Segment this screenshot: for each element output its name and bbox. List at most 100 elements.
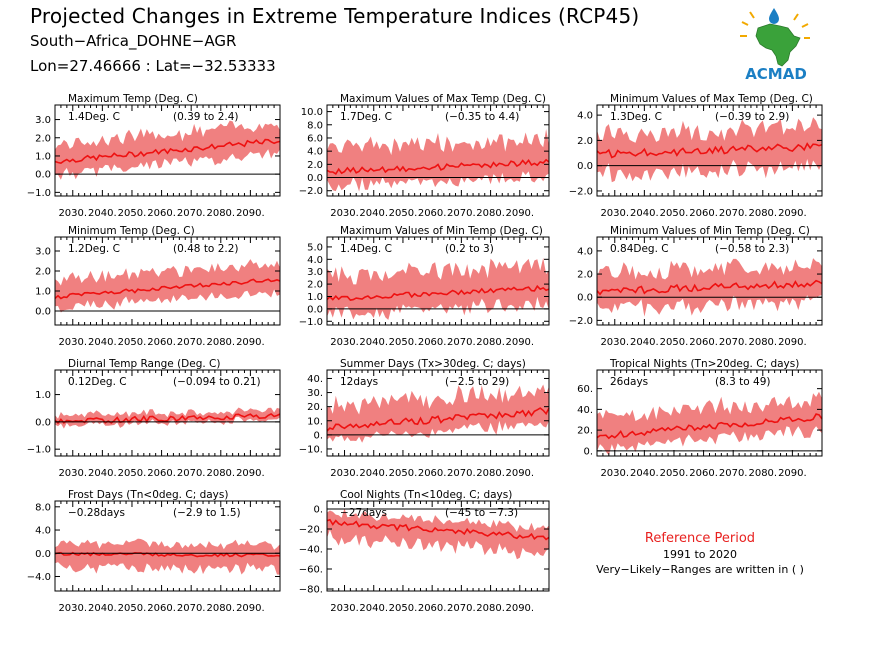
x-tick-label: 2050. [660, 208, 689, 219]
y-tick-label: 4.0 [577, 246, 593, 257]
panel-title: Maximum Values of Min Temp (Deg. C) [340, 225, 543, 237]
y-tick-label: 4.0 [307, 255, 323, 266]
y-tick-label: 30. [307, 388, 323, 399]
sun-rays-icon [740, 11, 810, 39]
x-tick-label: 2060. [147, 337, 176, 348]
likely-range-band [55, 259, 280, 313]
africa-map-logo: ACMAD [740, 8, 810, 82]
chart-panel-1: −1.0 0.0 1.0 2.0 3.0 2030. 2040. 2050. 2060. 2070… [27, 93, 281, 219]
x-tick-label: 2080. [476, 468, 505, 479]
x-tick-label: 2060. [689, 337, 718, 348]
x-tick-label: 2090. [778, 468, 807, 479]
y-tick-label: 3.0 [307, 267, 323, 278]
x-tick-label: 2050. [389, 603, 418, 614]
panel-title: Frost Days (Tn<0deg. C; days) [68, 489, 228, 501]
x-tick-label: 2090. [236, 337, 265, 348]
y-tick-label: 0.0 [577, 161, 593, 172]
x-tick-label: 2090. [778, 208, 807, 219]
y-tick-label: −2.0 [299, 186, 323, 197]
mean-change-line [596, 279, 823, 296]
chart-panel-8: −10.0.10.20.30.40.2030. 2040. 2050. 2060. 20… [299, 358, 550, 479]
y-tick-label: 1.0 [307, 292, 323, 303]
likely-range-label: (0.2 to 3) [445, 243, 494, 255]
y-tick-label: 6.0 [307, 133, 323, 144]
x-tick-label: 2090. [505, 603, 534, 614]
y-tick-label: −60. [299, 565, 323, 576]
x-tick-label: 2090. [778, 337, 807, 348]
panel-title: Diurnal Temp Range (Deg. C) [68, 358, 220, 370]
y-tick-label: 0. [313, 505, 323, 516]
chart-panel-7: −1.0 0.0 1.0 2030. 2040. 2050. 2060. 2070. 2080.… [27, 358, 281, 479]
x-tick-label: 2060. [418, 337, 447, 348]
y-tick-label: 4.0 [307, 147, 323, 158]
y-tick-label: 2.0 [577, 270, 593, 281]
y-tick-label: 2.0 [307, 160, 323, 171]
x-tick-label: 2040. [630, 337, 659, 348]
x-tick-label: 2030. [330, 337, 359, 348]
likely-range-band [597, 391, 822, 456]
x-tick-label: 2040. [630, 468, 659, 479]
y-tick-label: 4.0 [35, 526, 51, 537]
range-note: Very−Likely−Ranges are written in ( ) [596, 563, 804, 576]
x-tick-label: 2080. [476, 337, 505, 348]
x-tick-label: 2070. [447, 603, 476, 614]
chart-panel-4: 0.0 1.0 2.0 3.0 2030. 2040. 2050. 2060. 2070. 208… [35, 225, 281, 348]
x-tick-label: 2030. [600, 468, 629, 479]
y-tick-label: −1.0 [27, 188, 51, 199]
y-tick-label: 2.0 [577, 136, 593, 147]
panel-title: Minimum Values of Max Temp (Deg. C) [610, 93, 813, 105]
mean-change-label: 1.4Deg. C [340, 243, 392, 255]
y-tick-label: 0.0 [35, 170, 51, 181]
y-tick-label: 3.0 [35, 247, 51, 258]
panel-title: Summer Days (Tx>30deg. C; days) [340, 358, 526, 370]
page-title: Projected Changes in Extreme Temperature… [30, 4, 640, 28]
mean-change-label: 0.12Deg. C [68, 376, 127, 388]
x-tick-label: 2040. [359, 208, 388, 219]
x-tick-label: 2040. [630, 208, 659, 219]
x-tick-label: 2050. [389, 337, 418, 348]
y-tick-label: −1.0 [299, 317, 323, 328]
likely-range-label: (0.48 to 2.2) [173, 243, 239, 255]
mean-change-label: 1.2Deg. C [68, 243, 120, 255]
y-tick-label: 4.0 [577, 111, 593, 122]
mean-change-label: −0.28days [68, 507, 125, 519]
x-tick-label: 2070. [447, 468, 476, 479]
chart-panel-5: −1.0 0.01.02.0 3.04.0 5.0 2030. 2040. 2050. 206… [299, 225, 550, 348]
y-tick-label: 60. [577, 384, 593, 395]
x-tick-label: 2030. [330, 208, 359, 219]
y-tick-label: −80. [299, 585, 323, 596]
x-tick-label: 2070. [447, 208, 476, 219]
x-tick-label: 2060. [147, 603, 176, 614]
x-tick-label: 2090. [236, 603, 265, 614]
panel-title: Maximum Temp (Deg. C) [68, 93, 198, 105]
y-tick-label: 2.0 [35, 133, 51, 144]
panel-title: Minimum Values of Min Temp (Deg. C) [610, 225, 810, 237]
x-tick-label: 2080. [206, 208, 235, 219]
x-tick-label: 2050. [118, 603, 147, 614]
y-tick-label: 1.0 [35, 390, 51, 401]
x-tick-label: 2050. [118, 337, 147, 348]
chart-panel-11: −80.−60.−40.−20.0.2030. 2040. 2050. 2060. 20… [299, 489, 550, 614]
likely-range-label: (−45 to −7.3) [445, 507, 518, 519]
x-tick-label: 2080. [206, 337, 235, 348]
likely-range-label: (−0.39 to 2.9) [715, 111, 789, 123]
mean-change-label: 1.4Deg. C [68, 111, 120, 123]
x-tick-label: 2090. [505, 208, 534, 219]
x-tick-label: 2040. [359, 468, 388, 479]
x-tick-label: 2070. [719, 468, 748, 479]
mean-change-line [326, 407, 550, 432]
logo-text: ACMAD [745, 65, 807, 82]
y-tick-label: 40. [577, 405, 593, 416]
x-tick-label: 2030. [58, 603, 87, 614]
x-tick-label: 2070. [719, 208, 748, 219]
y-tick-label: −10. [299, 444, 323, 455]
x-tick-label: 2070. [447, 337, 476, 348]
panel-title: Minimum Temp (Deg. C) [68, 225, 195, 237]
mean-change-label: 1.7Deg. C [340, 111, 392, 123]
x-tick-label: 2060. [689, 468, 718, 479]
x-tick-label: 2080. [206, 603, 235, 614]
likely-range-band [55, 120, 280, 180]
